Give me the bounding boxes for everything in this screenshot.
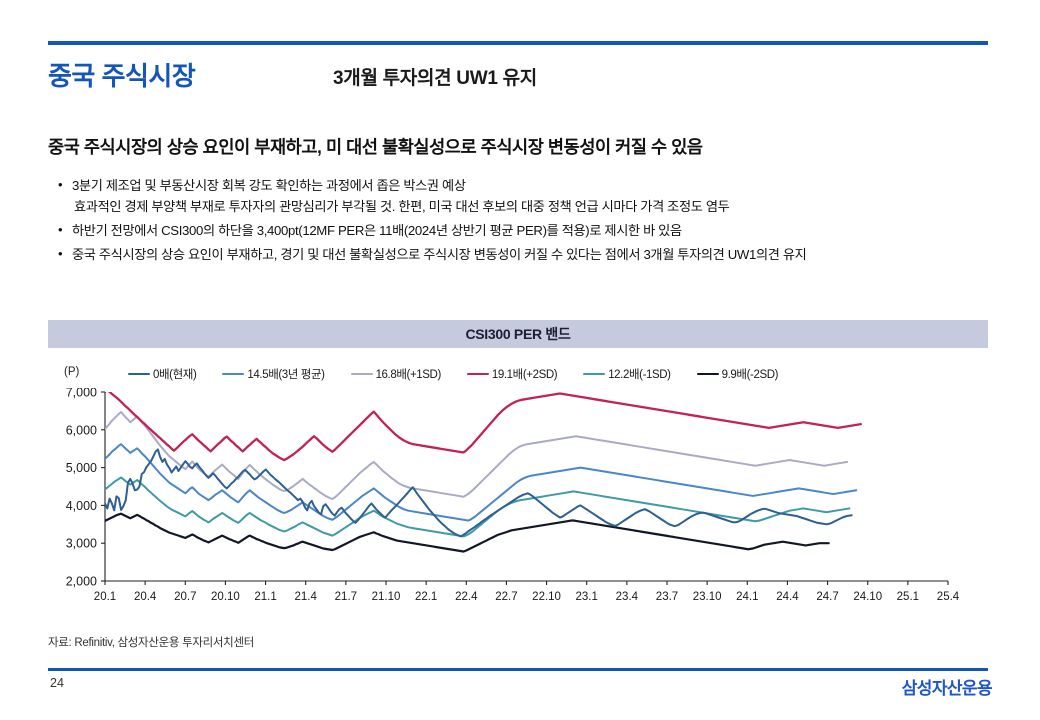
- bullet-list: 3분기 제조업 및 부동산시장 회복 강도 확인하는 과정에서 좁은 박스권 예…: [58, 175, 998, 268]
- x-tick-label: 20.7: [174, 591, 196, 603]
- legend-label: 12.2배(-1SD): [608, 369, 671, 381]
- bullet-text: 3분기 제조업 및 부동산시장 회복 강도 확인하는 과정에서 좁은 박스권 예…: [72, 178, 466, 193]
- lead-statement: 중국 주식시장의 상승 요인이 부재하고, 미 대선 불확실성으로 주식시장 변…: [48, 137, 703, 157]
- x-tick-label: 22.7: [495, 591, 517, 603]
- legend-swatch-icon: [696, 372, 719, 376]
- x-tick-label: 21.10: [372, 591, 401, 603]
- x-tick-label: 24.4: [776, 591, 799, 603]
- x-tick-label: 24.1: [736, 591, 758, 603]
- footer-accent-rule: [48, 668, 988, 671]
- legend-item-2: 16.8배(+1SD): [350, 366, 442, 382]
- legend-label: 19.1배(+2SD): [491, 369, 558, 381]
- legend-swatch-icon: [222, 372, 245, 376]
- list-item: 하반기 전망에서 CSI300의 하단을 3,400pt(12MF PER은 1…: [58, 220, 998, 242]
- bullet-continuation: 효과적인 경제 부양책 부재로 투자자의 관망심리가 부각될 것. 한편, 미국…: [74, 198, 730, 214]
- x-tick-label: 21.7: [335, 591, 357, 603]
- legend-item-1: 14.5배(3년 평균): [222, 366, 325, 382]
- legend-item-5: 9.9배(-2SD): [696, 366, 779, 382]
- x-tick-label: 21.1: [254, 591, 276, 603]
- y-tick-label: 5,000: [66, 461, 97, 475]
- x-tick-label: 22.4: [455, 591, 478, 603]
- legend-swatch-icon: [583, 372, 606, 376]
- legend-label: 9.9배(-2SD): [721, 369, 779, 381]
- x-tick-label: 20.1: [94, 591, 116, 603]
- legend-item-3: 19.1배(+2SD): [466, 366, 558, 382]
- chart-legend: 0배(현재) 14.5배(3년 평균) 16.8배(+1SD) 19.1배(+2SD)…: [128, 364, 978, 384]
- chart-source-note: 자료: Refinitiv, 삼성자산운용 투자리서치센터: [48, 637, 255, 649]
- chart-title: CSI300 PER 밴드: [465, 326, 571, 342]
- legend-swatch-icon: [466, 372, 489, 376]
- x-tick-label: 20.4: [134, 591, 157, 603]
- x-tick-label: 23.4: [616, 591, 639, 603]
- series-line-4: [105, 476, 851, 538]
- x-tick-label: 22.10: [532, 591, 561, 603]
- x-tick-label: 23.10: [693, 591, 722, 603]
- chart-title-bar: CSI300 PER 밴드: [48, 320, 988, 348]
- x-tick-label: 23.7: [656, 591, 678, 603]
- series-line-3: [105, 392, 862, 462]
- x-tick-label: 22.1: [415, 591, 437, 603]
- header-accent-rule: [48, 41, 988, 45]
- legend-label: 16.8배(+1SD): [375, 369, 442, 381]
- series-line-1: [105, 443, 858, 522]
- legend-item-0: 0배(현재): [128, 366, 197, 382]
- x-tick-label: 20.10: [211, 591, 240, 603]
- x-tick-label: 23.1: [576, 591, 598, 603]
- chart-plot-area: 2,000 3,000 4,000 5,000 6,000 7,000 20.1 20.4 20…: [48, 388, 988, 618]
- y-tick-label: 7,000: [66, 388, 97, 400]
- list-item: 3분기 제조업 및 부동산시장 회복 강도 확인하는 과정에서 좁은 박스권 예…: [58, 175, 998, 218]
- chart-panel: CSI300 PER 밴드 (P) 0배(현재) 14.5배(3년 평균) 16.8…: [48, 320, 988, 656]
- y-axis-unit-label: (P): [64, 366, 80, 378]
- y-tick-label: 2,000: [66, 575, 97, 589]
- list-item: 중국 주식시장의 상승 요인이 부재하고, 경기 및 대선 불확실성으로 주식시…: [58, 244, 998, 266]
- y-tick-label: 4,000: [66, 499, 97, 513]
- legend-swatch-icon: [128, 372, 150, 376]
- series-line-5: [105, 512, 830, 553]
- x-tick-label: 21.4: [295, 591, 318, 603]
- bullet-text: 중국 주식시장의 상승 요인이 부재하고, 경기 및 대선 불확실성으로 주식시…: [72, 246, 807, 262]
- y-tick-label: 6,000: [66, 423, 97, 437]
- series-line-0: [105, 448, 853, 538]
- series-line-2: [105, 411, 849, 500]
- x-tick-label: 24.7: [816, 591, 838, 603]
- per-band-line-chart: 2,000 3,000 4,000 5,000 6,000 7,000 20.1 20.4 20…: [66, 388, 960, 603]
- bullet-text: 하반기 전망에서 CSI300의 하단을 3,400pt(12MF PER은 1…: [72, 222, 682, 238]
- x-tick-label: 25.1: [897, 591, 919, 603]
- page-subtitle: 3개월 투자의견 UW1 유지: [333, 68, 537, 89]
- y-tick-label: 3,000: [66, 537, 97, 551]
- brand-logo: 삼성자산운용: [901, 679, 993, 698]
- legend-swatch-icon: [350, 372, 373, 376]
- legend-item-4: 12.2배(-1SD): [583, 366, 671, 382]
- x-tick-label: 25.4: [937, 591, 960, 603]
- legend-label: 14.5배(3년 평균): [247, 369, 325, 381]
- legend-label: 0배(현재): [153, 369, 197, 381]
- page-number: 24: [50, 676, 64, 690]
- page-title: 중국 주식시장: [48, 61, 196, 91]
- x-tick-label: 24.10: [853, 591, 882, 603]
